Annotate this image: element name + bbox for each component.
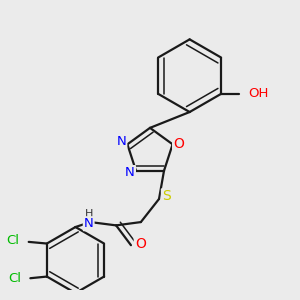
Text: N: N [84, 217, 94, 230]
Text: H: H [85, 209, 93, 219]
Text: N: N [125, 166, 135, 179]
Text: S: S [162, 189, 171, 203]
Text: Cl: Cl [8, 272, 21, 285]
Text: O: O [135, 236, 146, 250]
Text: OH: OH [248, 87, 269, 101]
Text: Cl: Cl [7, 234, 20, 247]
Text: N: N [117, 135, 126, 148]
Text: O: O [173, 137, 184, 151]
